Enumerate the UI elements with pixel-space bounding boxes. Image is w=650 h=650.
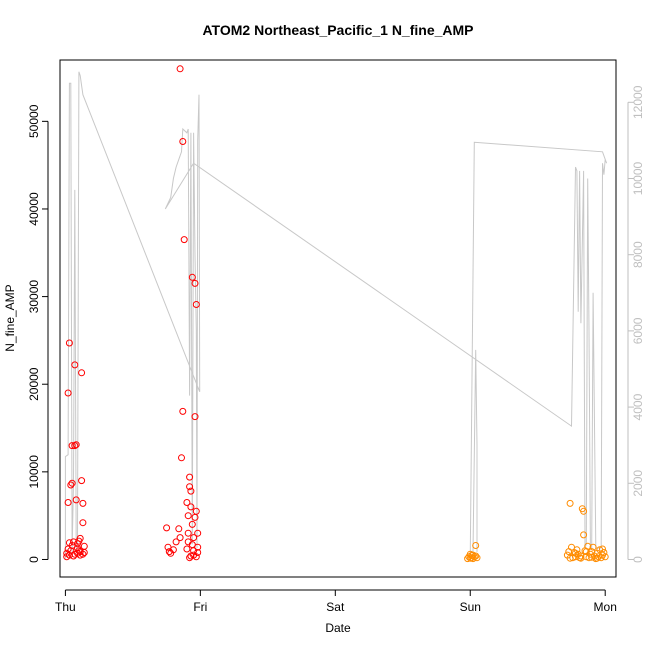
data-point <box>176 65 184 73</box>
data-point <box>169 546 177 554</box>
data-point <box>188 520 196 528</box>
x-axis-label: Date <box>325 621 351 635</box>
x-tick-label: Sat <box>326 600 345 614</box>
y-tick-label: 50000 <box>27 104 41 138</box>
data-point <box>79 499 87 507</box>
data-point <box>580 531 588 539</box>
data-point <box>186 473 194 481</box>
data-point <box>183 499 191 506</box>
y2-tick-label: 4000 <box>631 393 645 420</box>
data-point <box>78 477 86 485</box>
data-point <box>468 552 476 559</box>
data-point <box>472 542 480 549</box>
data-point <box>192 507 200 515</box>
data-point <box>187 487 195 495</box>
data-point <box>183 545 191 553</box>
y-tick-label: 20000 <box>27 367 41 401</box>
data-point <box>568 543 575 551</box>
data-point <box>67 481 75 489</box>
y-tick-label: 40000 <box>27 192 41 226</box>
data-point <box>179 407 187 415</box>
line-layer <box>64 71 608 560</box>
series-line <box>64 71 608 560</box>
data-point <box>577 554 585 562</box>
data-point <box>68 442 76 450</box>
data-point <box>582 548 590 556</box>
data-point <box>191 513 199 521</box>
data-point <box>71 361 79 369</box>
data-point <box>178 454 185 462</box>
axes-layer: Thu Fri Sat Sun Mon0100002000030000400005000… <box>27 85 645 614</box>
data-point <box>566 554 574 562</box>
data-point <box>79 519 87 527</box>
data-point <box>172 538 180 546</box>
plot-frame <box>59 59 617 578</box>
data-point <box>186 483 194 491</box>
data-point <box>600 549 608 556</box>
data-point <box>194 529 202 537</box>
data-point <box>599 545 606 553</box>
y2-tick-label: 10000 <box>631 161 645 195</box>
data-point <box>188 541 196 549</box>
data-point <box>573 546 581 554</box>
data-point <box>192 301 200 308</box>
data-point <box>175 525 183 533</box>
data-point <box>601 553 609 561</box>
data-point <box>593 554 601 562</box>
x-tick-label: Thu <box>55 600 76 614</box>
data-point <box>79 550 87 558</box>
data-point <box>68 542 76 549</box>
data-point <box>589 543 597 551</box>
data-point <box>163 524 171 532</box>
data-point <box>180 236 188 244</box>
data-point <box>191 413 199 421</box>
y-axis-label: N_fine_AMP <box>3 284 17 351</box>
x-tick-label: Fri <box>193 600 207 614</box>
data-point <box>80 549 88 556</box>
data-point <box>190 534 198 542</box>
data-point <box>65 339 73 347</box>
data-point <box>72 441 80 449</box>
data-point <box>76 534 84 542</box>
y-tick-label: 0 <box>27 556 41 563</box>
data-point <box>70 538 77 546</box>
data-point <box>577 552 585 560</box>
data-point <box>71 442 79 450</box>
data-point <box>566 499 574 507</box>
chart-title: ATOM2 Northeast_Pacific_1 N_fine_AMP <box>202 22 473 38</box>
data-point <box>64 499 72 506</box>
data-point <box>184 529 192 537</box>
y-tick-label: 30000 <box>27 280 41 314</box>
data-point <box>572 549 579 557</box>
data-point <box>194 543 202 551</box>
data-point <box>71 550 79 558</box>
data-point <box>184 512 192 520</box>
data-point <box>78 369 86 377</box>
data-point <box>80 542 88 550</box>
data-point <box>165 548 173 556</box>
x-tick-label: Sun <box>460 600 481 614</box>
data-point <box>191 279 199 287</box>
data-point <box>179 138 187 145</box>
data-point <box>68 479 76 487</box>
y2-tick-label: 6000 <box>631 317 645 344</box>
x-tick-label: Mon <box>594 600 617 614</box>
data-point <box>64 389 72 397</box>
data-point <box>187 503 195 511</box>
y-tick-label: 10000 <box>27 455 41 489</box>
y2-tick-label: 12000 <box>631 85 645 119</box>
data-point <box>176 534 184 542</box>
data-point <box>192 553 200 561</box>
data-point <box>72 496 80 504</box>
data-point <box>164 543 172 551</box>
y2-tick-label: 0 <box>631 556 645 563</box>
points-layer <box>63 65 609 563</box>
data-point <box>188 273 196 281</box>
y2-tick-label: 2000 <box>631 470 645 497</box>
data-point <box>580 507 588 515</box>
y2-tick-label: 8000 <box>631 241 645 268</box>
